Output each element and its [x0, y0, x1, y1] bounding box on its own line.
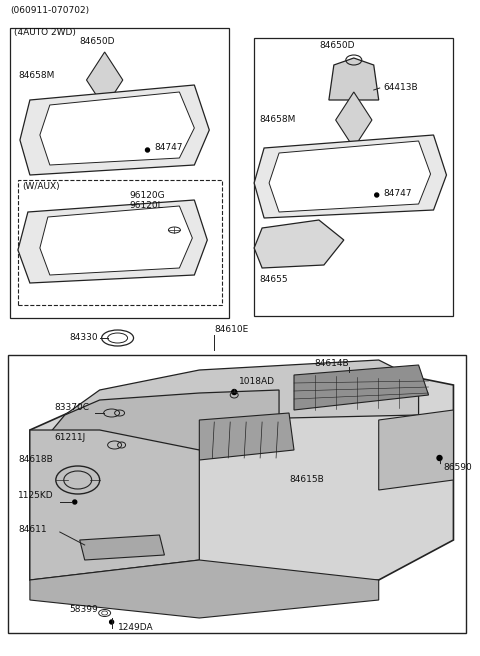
Text: 86590: 86590 — [444, 464, 472, 472]
Text: 96120G: 96120G — [130, 190, 165, 199]
Polygon shape — [329, 58, 379, 100]
Circle shape — [145, 148, 149, 152]
Polygon shape — [40, 92, 194, 165]
Polygon shape — [294, 365, 429, 410]
Text: (4AUTO 2WD): (4AUTO 2WD) — [14, 28, 76, 37]
Polygon shape — [20, 85, 209, 175]
Text: 84611: 84611 — [18, 525, 47, 535]
Bar — [18, 180, 222, 305]
Polygon shape — [80, 535, 165, 560]
Text: 84747: 84747 — [384, 188, 412, 197]
Polygon shape — [30, 430, 199, 580]
Text: 84650D: 84650D — [319, 41, 354, 51]
Circle shape — [232, 390, 237, 394]
Text: 64413B: 64413B — [384, 83, 419, 92]
Polygon shape — [379, 410, 454, 490]
Text: 1125KD: 1125KD — [18, 491, 54, 499]
Text: 84747: 84747 — [155, 144, 183, 152]
Polygon shape — [40, 390, 279, 460]
Polygon shape — [199, 413, 294, 460]
Text: 84658M: 84658M — [18, 70, 54, 79]
Text: 84650D: 84650D — [80, 37, 115, 47]
Text: (W/AUX): (W/AUX) — [22, 182, 60, 190]
Text: 96120L: 96120L — [130, 201, 163, 209]
Bar — [10, 28, 229, 318]
Text: 1018AD: 1018AD — [239, 377, 275, 386]
Polygon shape — [86, 52, 123, 108]
Polygon shape — [65, 360, 419, 430]
Bar — [8, 355, 467, 633]
Polygon shape — [254, 135, 446, 218]
Text: 84658M: 84658M — [259, 115, 296, 125]
Circle shape — [73, 500, 77, 504]
Text: (060911-070702): (060911-070702) — [10, 5, 89, 14]
Circle shape — [437, 455, 442, 461]
Text: 84618B: 84618B — [18, 455, 53, 464]
Polygon shape — [30, 370, 454, 580]
Circle shape — [109, 620, 114, 624]
Text: 84610E: 84610E — [214, 325, 249, 335]
Polygon shape — [336, 92, 372, 148]
Circle shape — [375, 193, 379, 197]
Text: 84615B: 84615B — [289, 476, 324, 485]
Text: 84655: 84655 — [259, 276, 288, 285]
Polygon shape — [254, 220, 344, 268]
Text: 84614B: 84614B — [314, 358, 348, 367]
Text: 58399: 58399 — [70, 605, 98, 615]
Polygon shape — [18, 200, 207, 283]
Bar — [254, 38, 454, 316]
Polygon shape — [30, 560, 379, 618]
Polygon shape — [269, 141, 431, 212]
Text: 61211J: 61211J — [55, 434, 86, 443]
Text: 1249DA: 1249DA — [118, 623, 153, 632]
Polygon shape — [40, 206, 192, 275]
Text: 83370C: 83370C — [55, 403, 90, 413]
Text: 84330: 84330 — [70, 333, 98, 342]
